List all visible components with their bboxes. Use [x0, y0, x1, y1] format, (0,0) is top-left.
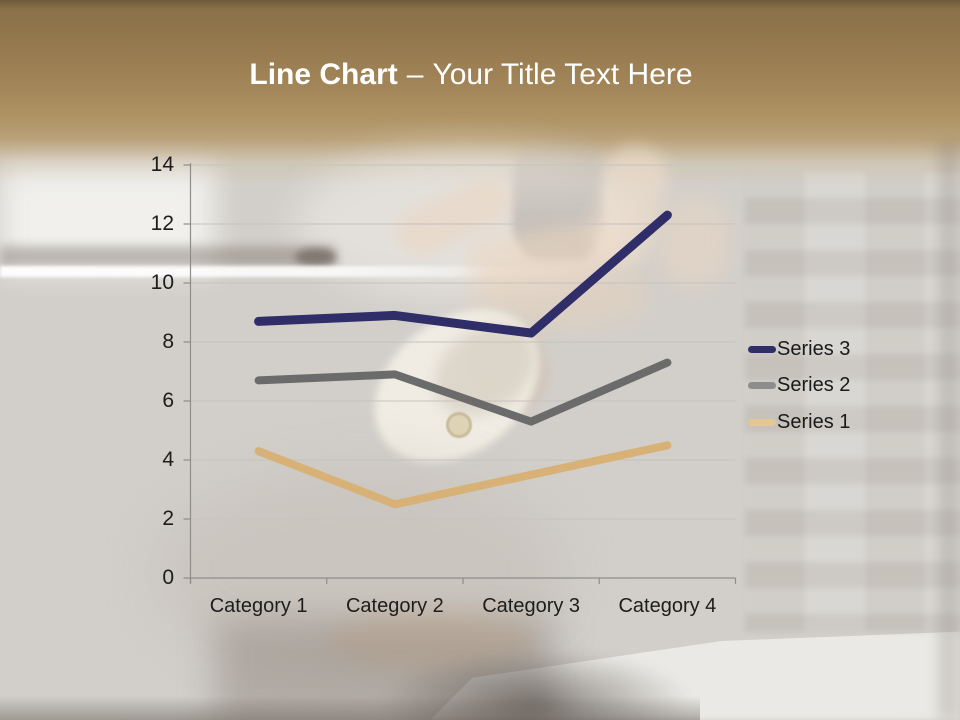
legend-label-series-1: Series 1	[777, 410, 851, 433]
slide-title-rest: Your Title Text Here	[432, 58, 693, 91]
legend-label-series-2: Series 2	[777, 374, 851, 396]
bg-mouse-shadow	[378, 648, 693, 720]
series-line-series-3	[254, 210, 672, 338]
bg-fog-shape	[0, 168, 215, 272]
legend-item-series-1: Series 1	[748, 411, 850, 433]
y-axis-tick-label: 0	[162, 566, 174, 589]
chart-legend: Series 3 Series 2 Series 1	[748, 338, 850, 448]
x-axis-category-label: Category 4	[618, 595, 717, 617]
legend-swatch-series-2	[748, 382, 776, 389]
legend-item-series-2: Series 2	[748, 374, 851, 397]
y-axis-tick-label: 14	[150, 153, 174, 176]
legend-swatch-series-3	[748, 345, 776, 353]
y-axis-tick-label: 4	[162, 448, 174, 471]
slide-title: Line Chart – Your Title Text Here	[0, 55, 942, 95]
legend-item-series-3: Series 3	[748, 338, 850, 360]
y-axis-tick-label: 8	[162, 330, 174, 353]
x-axis-category-label: Category 1	[209, 595, 308, 617]
y-axis-tick-label: 10	[150, 271, 174, 294]
bg-lamp-shape	[0, 246, 335, 266]
bg-bottom-shade	[0, 696, 700, 720]
bg-gold-gradient	[0, 0, 960, 186]
slide-title-bold: Line Chart	[249, 58, 398, 91]
bg-right-edge-shade	[938, 140, 960, 720]
x-axis-category-label: Category 3	[482, 595, 581, 617]
slide-title-dash: –	[406, 58, 424, 91]
legend-swatch-series-1	[748, 418, 776, 426]
bg-cuff-button-shape	[446, 412, 472, 438]
bg-white-streak	[0, 266, 590, 277]
bg-shelf-stripes	[745, 172, 960, 632]
bg-lamp-shape	[295, 248, 337, 266]
x-axis-category-label: Category 2	[345, 595, 444, 617]
bg-body-shape	[150, 462, 570, 682]
y-axis-tick-label: 2	[162, 507, 174, 530]
series-line-series-2	[254, 358, 672, 426]
legend-label-series-3: Series 3	[777, 337, 851, 360]
series-line-series-1	[254, 441, 672, 509]
bg-hand-finger-shape	[658, 196, 730, 288]
y-axis-tick-label: 6	[162, 389, 174, 412]
y-axis-tick-label: 12	[150, 212, 174, 235]
